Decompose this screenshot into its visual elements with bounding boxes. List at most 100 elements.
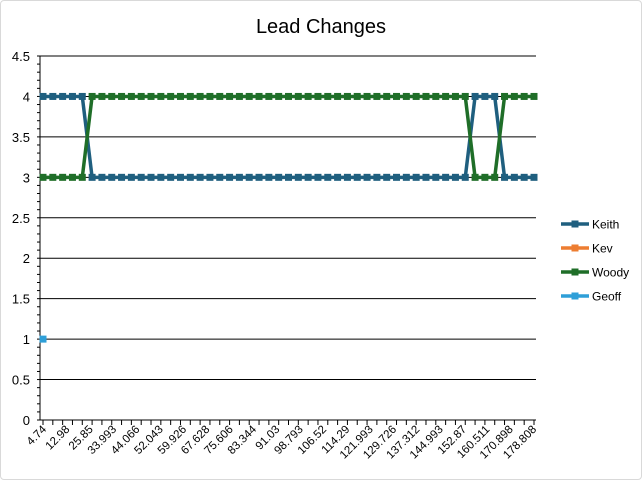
legend: Keith Kev Woody Geoff	[561, 218, 629, 304]
chart-title: Lead Changes	[256, 16, 386, 38]
data-point	[373, 92, 381, 100]
data-point	[127, 173, 135, 181]
data-point	[393, 173, 401, 181]
y-tick-label: 1	[23, 332, 30, 347]
data-point	[157, 92, 165, 100]
y-tick-label: 0.5	[12, 373, 30, 388]
legend-marker	[571, 268, 579, 276]
y-tick-label: 2.5	[12, 211, 30, 226]
data-point	[39, 92, 47, 100]
data-point	[501, 173, 509, 181]
data-point	[294, 173, 302, 181]
legend-marker	[571, 244, 579, 252]
data-point	[147, 92, 155, 100]
data-point	[363, 173, 371, 181]
data-point	[412, 173, 420, 181]
data-point	[481, 173, 489, 181]
data-point	[98, 173, 106, 181]
legend-label: Kev	[592, 242, 613, 256]
data-point	[402, 173, 410, 181]
data-point	[451, 92, 459, 100]
data-point	[108, 173, 116, 181]
x-axis: 4.7412.9825.8533.99344.06652.04359.92667…	[25, 419, 539, 462]
data-point	[49, 92, 57, 100]
y-tick-label: 4	[23, 89, 30, 104]
data-point	[324, 173, 332, 181]
data-point	[294, 92, 302, 100]
plot-series	[39, 92, 538, 343]
data-point	[235, 173, 243, 181]
data-point	[461, 92, 469, 100]
legend-label: Geoff	[592, 290, 622, 304]
data-point	[471, 173, 479, 181]
data-point	[226, 173, 234, 181]
data-point	[235, 92, 243, 100]
y-tick-label: 4.5	[12, 49, 30, 64]
data-point	[88, 92, 96, 100]
data-point	[216, 92, 224, 100]
data-point	[304, 92, 312, 100]
data-point	[383, 92, 391, 100]
data-point	[314, 173, 322, 181]
data-point	[520, 92, 528, 100]
data-point	[176, 92, 184, 100]
legend-item-woody: Woody	[561, 266, 629, 280]
data-point	[530, 173, 538, 181]
data-point	[285, 173, 292, 181]
y-tick-label: 3.5	[12, 130, 30, 145]
legend-item-geoff: Geoff	[561, 290, 622, 304]
data-point	[510, 173, 518, 181]
data-point	[353, 173, 361, 181]
data-point	[216, 173, 224, 181]
data-point	[196, 92, 204, 100]
legend-marker	[571, 220, 579, 228]
legend-item-kev: Kev	[561, 242, 613, 256]
data-point	[255, 92, 263, 100]
data-point	[206, 173, 214, 181]
data-point	[343, 92, 351, 100]
data-point	[255, 173, 263, 181]
data-point	[68, 173, 76, 181]
data-point	[520, 173, 528, 181]
data-point	[501, 92, 509, 100]
data-point	[98, 92, 106, 100]
data-point	[108, 92, 116, 100]
data-point	[334, 92, 342, 100]
data-point	[39, 173, 47, 181]
data-point	[88, 173, 96, 181]
data-point	[363, 92, 371, 100]
data-point	[412, 92, 420, 100]
data-point	[422, 173, 430, 181]
data-point	[451, 173, 459, 181]
data-point	[393, 92, 401, 100]
data-point	[530, 92, 538, 100]
data-point	[245, 173, 253, 181]
data-point	[245, 92, 253, 100]
data-point	[383, 173, 391, 181]
data-point	[167, 173, 175, 181]
data-point	[59, 173, 67, 181]
series-keith	[39, 92, 538, 181]
data-point	[137, 92, 145, 100]
legend-marker	[571, 292, 579, 300]
legend-item-keith: Keith	[561, 218, 619, 232]
data-point	[432, 173, 440, 181]
data-point	[334, 173, 342, 181]
data-point	[304, 173, 312, 181]
y-tick-label: 0	[23, 413, 30, 428]
data-point	[39, 335, 47, 343]
data-point	[226, 92, 234, 100]
y-tick-label: 1.5	[12, 292, 30, 307]
data-point	[167, 92, 175, 100]
data-point	[206, 92, 214, 100]
data-point	[196, 173, 204, 181]
y-tick-label: 2	[23, 251, 30, 266]
data-point	[432, 92, 440, 100]
data-point	[176, 173, 184, 181]
data-point	[78, 173, 86, 181]
data-point	[49, 173, 57, 181]
data-point	[78, 92, 86, 100]
data-point	[59, 92, 67, 100]
data-point	[275, 173, 283, 181]
data-point	[265, 92, 273, 100]
